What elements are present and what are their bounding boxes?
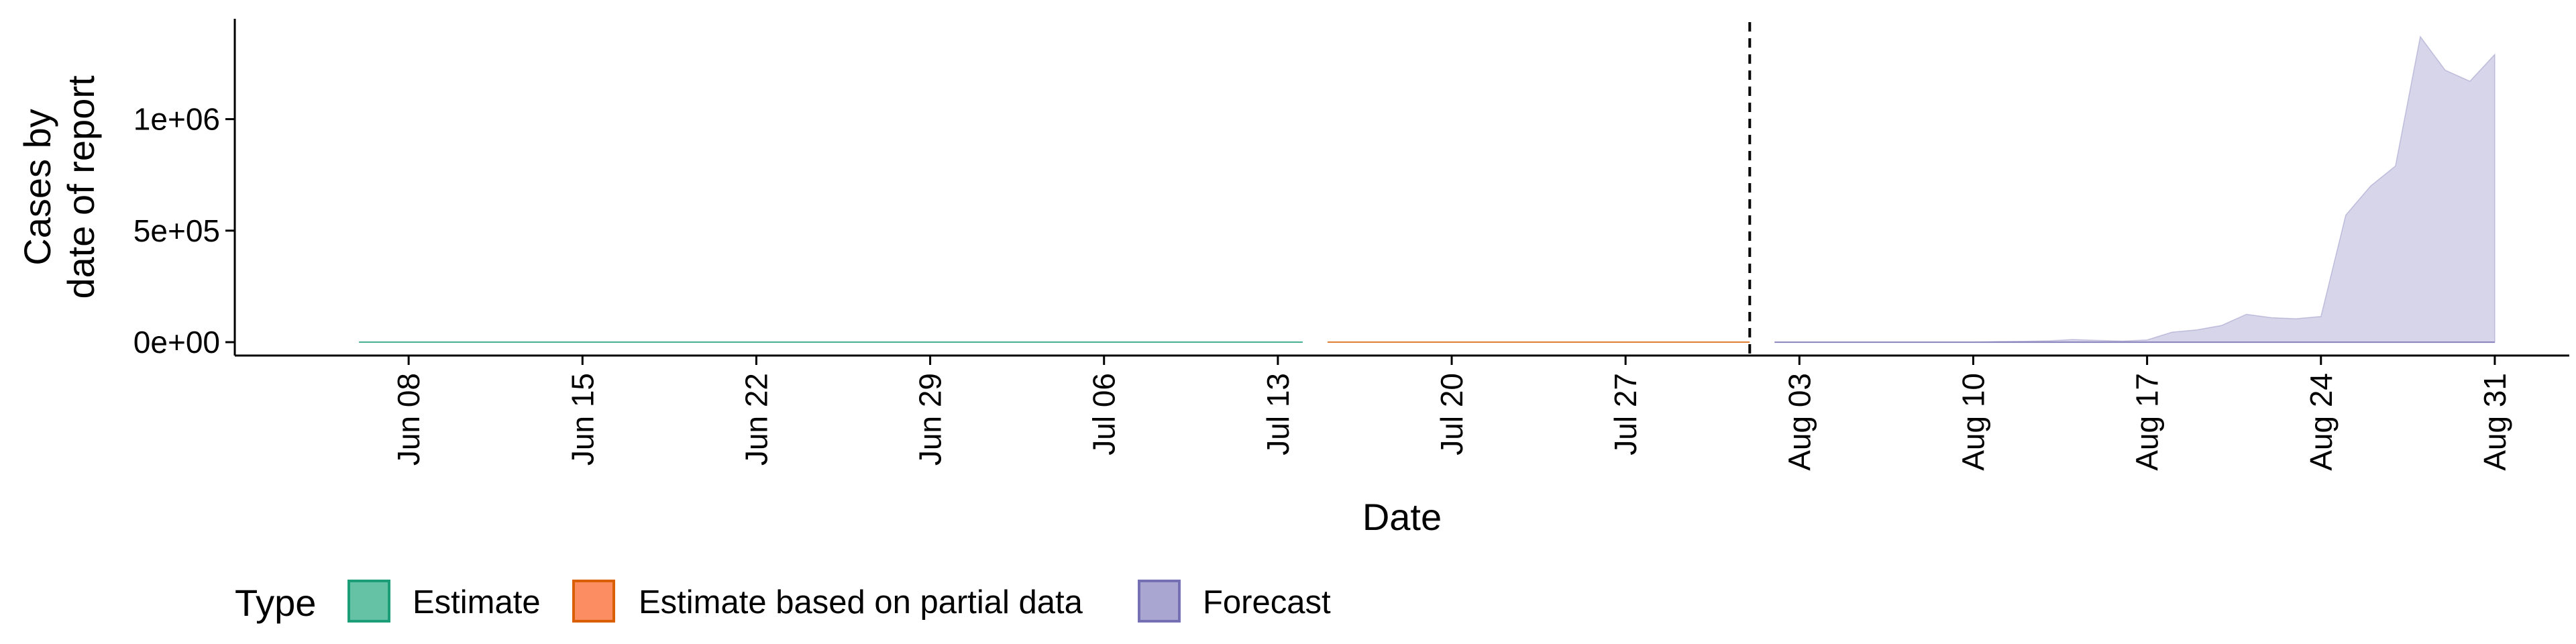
y-axis: 0e+00 5e+05 1e+06 [133,19,236,360]
x-axis: Jun 08 Jun 15 Jun 22 Jun 29 Jul 06 Jul 13 Jul … [235,354,2569,471]
series-forecast [1774,35,2496,343]
x-tick-label: Jun 15 [565,373,600,466]
x-tick-label: Jul 27 [1608,373,1643,455]
x-tick-label: Jun 22 [739,373,773,466]
legend-title: Type [235,582,316,624]
x-tick-label: Jul 06 [1087,373,1122,455]
x-tick-label: Jun 29 [913,373,948,466]
y-tick-label: 5e+05 [133,213,220,248]
y-axis-title-line: Cases by [16,109,58,265]
forecast-area [1774,35,2496,343]
x-tick-label: Aug 31 [2477,373,2512,471]
legend-label: Estimate [413,584,541,621]
legend: Type Estimate Estimate based on partial d… [235,580,1331,624]
legend-label: Forecast [1203,584,1331,621]
x-tick-label: Jul 13 [1260,373,1295,455]
legend-label: Estimate based on partial data [639,584,1083,621]
x-tick-label: Jul 20 [1434,373,1469,455]
legend-key [347,580,390,623]
y-tick-label: 0e+00 [133,325,220,360]
legend-key [1138,580,1181,623]
y-axis-title-line: date of report [60,75,102,299]
x-tick-label: Aug 03 [1782,373,1817,471]
x-tick-label: Aug 10 [1955,373,1990,471]
x-axis-title: Date [1362,496,1442,538]
y-tick-label: 1e+06 [133,102,220,137]
x-tick-label: Jun 08 [391,373,426,466]
x-tick-label: Aug 17 [2130,373,2165,471]
y-axis-title: Cases bydate of report [16,75,102,299]
legend-key [572,580,615,623]
plot-area [359,22,2496,356]
x-tick-label: Aug 24 [2304,373,2339,471]
